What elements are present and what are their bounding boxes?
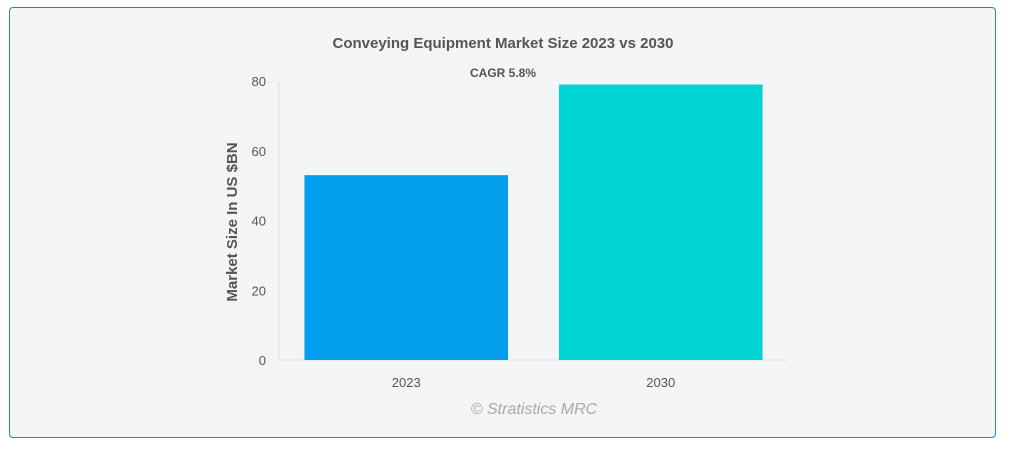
x-tick-label: 2023 [392, 375, 421, 390]
bar-2030 [558, 84, 763, 361]
chart-title: Conveying Equipment Market Size 2023 vs … [333, 35, 674, 52]
bar-2023 [304, 175, 509, 360]
watermark: © Stratistics MRC [471, 401, 598, 418]
y-tick-label: 0 [259, 353, 266, 368]
y-tick-label: 60 [252, 144, 266, 159]
y-tick-label: 40 [252, 214, 266, 229]
y-tick-label: 80 [252, 74, 266, 89]
cagr-annotation: CAGR 5.8% [470, 66, 536, 80]
y-tick-label: 20 [252, 283, 266, 298]
x-tick-label: 2030 [646, 375, 675, 390]
y-axis-label: Market Size In US $BN [224, 142, 241, 301]
